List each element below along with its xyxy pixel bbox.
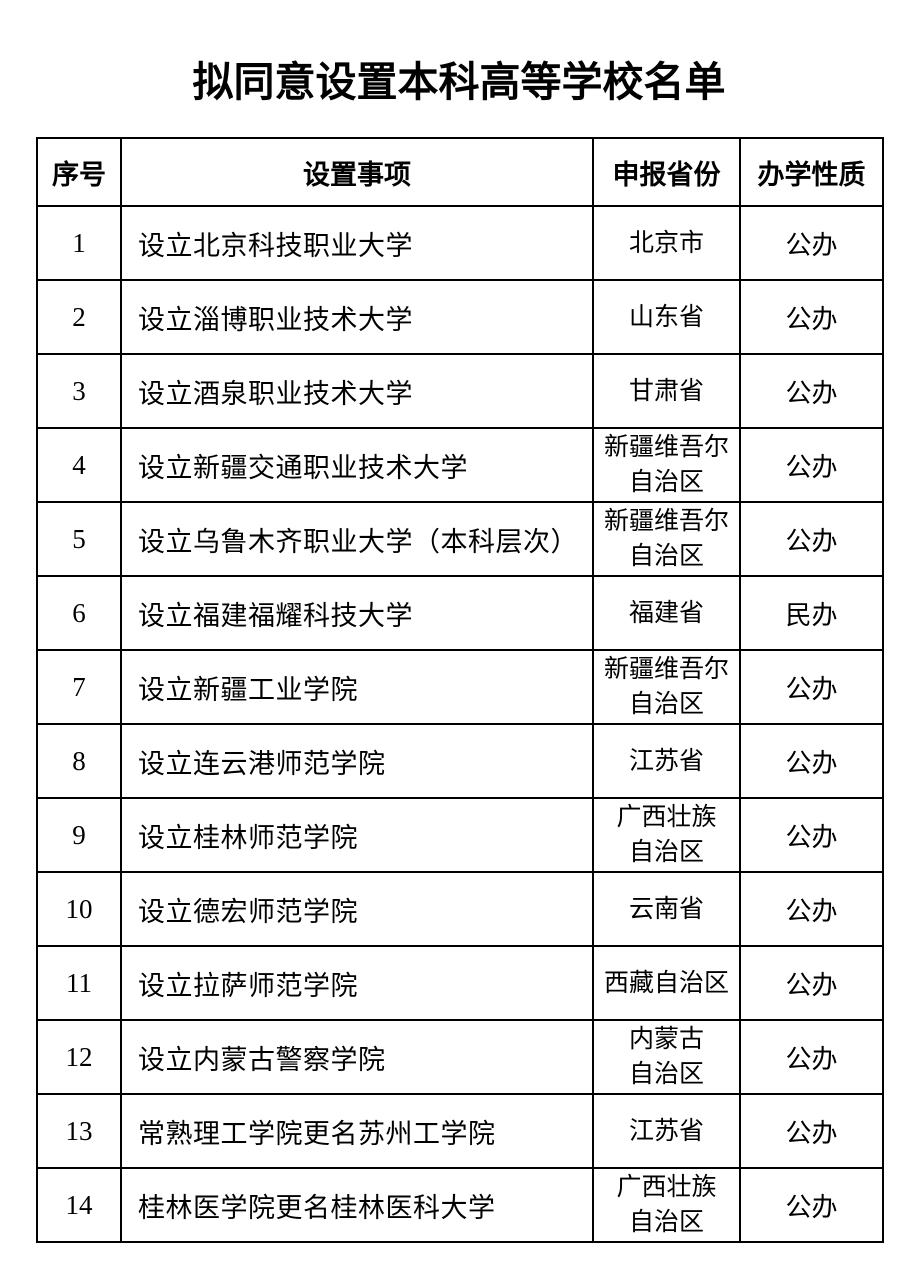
table-row: 12 设立内蒙古警察学院 内蒙古 自治区 公办 [36, 1019, 884, 1095]
table-row: 1 设立北京科技职业大学 北京市 公办 [36, 205, 884, 281]
matter-cell: 设立拉萨师范学院 [120, 945, 594, 1021]
row-number-cell: 3 [36, 353, 122, 429]
nature-cell: 公办 [739, 871, 884, 947]
table-row: 9 设立桂林师范学院 广西壮族 自治区 公办 [36, 797, 884, 873]
province-cell: 广西壮族 自治区 [592, 1167, 741, 1243]
matter-cell: 设立桂林师范学院 [120, 797, 594, 873]
nature-cell: 公办 [739, 279, 884, 355]
matter-cell: 设立德宏师范学院 [120, 871, 594, 947]
header-province: 申报省份 [592, 137, 741, 207]
row-number-cell: 2 [36, 279, 122, 355]
school-list-table: 序号 设置事项 申报省份 办学性质 1 设立北京科技职业大学 北京市 公办 2 … [36, 137, 884, 1243]
matter-cell: 设立酒泉职业技术大学 [120, 353, 594, 429]
nature-cell: 公办 [739, 649, 884, 725]
row-number-cell: 14 [36, 1167, 122, 1243]
matter-cell: 设立新疆交通职业技术大学 [120, 427, 594, 503]
table-row: 5 设立乌鲁木齐职业大学（本科层次） 新疆维吾尔 自治区 公办 [36, 501, 884, 577]
province-cell: 内蒙古 自治区 [592, 1019, 741, 1095]
table-row: 7 设立新疆工业学院 新疆维吾尔 自治区 公办 [36, 649, 884, 725]
province-cell: 甘肃省 [592, 353, 741, 429]
table-row: 6 设立福建福耀科技大学 福建省 民办 [36, 575, 884, 651]
province-cell: 广西壮族 自治区 [592, 797, 741, 873]
row-number-cell: 13 [36, 1093, 122, 1169]
nature-cell: 公办 [739, 427, 884, 503]
header-no: 序号 [36, 137, 122, 207]
nature-cell: 公办 [739, 353, 884, 429]
province-cell: 江苏省 [592, 723, 741, 799]
row-number-cell: 9 [36, 797, 122, 873]
matter-cell: 设立福建福耀科技大学 [120, 575, 594, 651]
table-row: 2 设立淄博职业技术大学 山东省 公办 [36, 279, 884, 355]
matter-cell: 设立淄博职业技术大学 [120, 279, 594, 355]
row-number-cell: 5 [36, 501, 122, 577]
table-row: 13 常熟理工学院更名苏州工学院 江苏省 公办 [36, 1093, 884, 1169]
table-row: 8 设立连云港师范学院 江苏省 公办 [36, 723, 884, 799]
province-cell: 山东省 [592, 279, 741, 355]
matter-cell: 设立内蒙古警察学院 [120, 1019, 594, 1095]
matter-cell: 设立新疆工业学院 [120, 649, 594, 725]
matter-cell: 设立北京科技职业大学 [120, 205, 594, 281]
table-row: 4 设立新疆交通职业技术大学 新疆维吾尔 自治区 公办 [36, 427, 884, 503]
province-cell: 江苏省 [592, 1093, 741, 1169]
province-cell: 新疆维吾尔 自治区 [592, 501, 741, 577]
nature-cell: 公办 [739, 723, 884, 799]
row-number-cell: 8 [36, 723, 122, 799]
province-cell: 新疆维吾尔 自治区 [592, 427, 741, 503]
row-number-cell: 12 [36, 1019, 122, 1095]
table-row: 10 设立德宏师范学院 云南省 公办 [36, 871, 884, 947]
nature-cell: 公办 [739, 501, 884, 577]
nature-cell: 民办 [739, 575, 884, 651]
header-nature: 办学性质 [739, 137, 884, 207]
nature-cell: 公办 [739, 1093, 884, 1169]
row-number-cell: 11 [36, 945, 122, 1021]
table-header-row: 序号 设置事项 申报省份 办学性质 [36, 137, 884, 207]
nature-cell: 公办 [739, 945, 884, 1021]
matter-cell: 设立乌鲁木齐职业大学（本科层次） [120, 501, 594, 577]
row-number-cell: 4 [36, 427, 122, 503]
table-row: 14 桂林医学院更名桂林医科大学 广西壮族 自治区 公办 [36, 1167, 884, 1243]
table-row: 11 设立拉萨师范学院 西藏自治区 公办 [36, 945, 884, 1021]
header-matter: 设置事项 [120, 137, 594, 207]
nature-cell: 公办 [739, 1167, 884, 1243]
row-number-cell: 1 [36, 205, 122, 281]
nature-cell: 公办 [739, 1019, 884, 1095]
matter-cell: 设立连云港师范学院 [120, 723, 594, 799]
province-cell: 新疆维吾尔 自治区 [592, 649, 741, 725]
table-row: 3 设立酒泉职业技术大学 甘肃省 公办 [36, 353, 884, 429]
province-cell: 云南省 [592, 871, 741, 947]
matter-cell: 常熟理工学院更名苏州工学院 [120, 1093, 594, 1169]
nature-cell: 公办 [739, 205, 884, 281]
row-number-cell: 10 [36, 871, 122, 947]
nature-cell: 公办 [739, 797, 884, 873]
province-cell: 西藏自治区 [592, 945, 741, 1021]
matter-cell: 桂林医学院更名桂林医科大学 [120, 1167, 594, 1243]
province-cell: 北京市 [592, 205, 741, 281]
province-cell: 福建省 [592, 575, 741, 651]
row-number-cell: 6 [36, 575, 122, 651]
row-number-cell: 7 [36, 649, 122, 725]
page-title: 拟同意设置本科高等学校名单 [192, 59, 726, 105]
